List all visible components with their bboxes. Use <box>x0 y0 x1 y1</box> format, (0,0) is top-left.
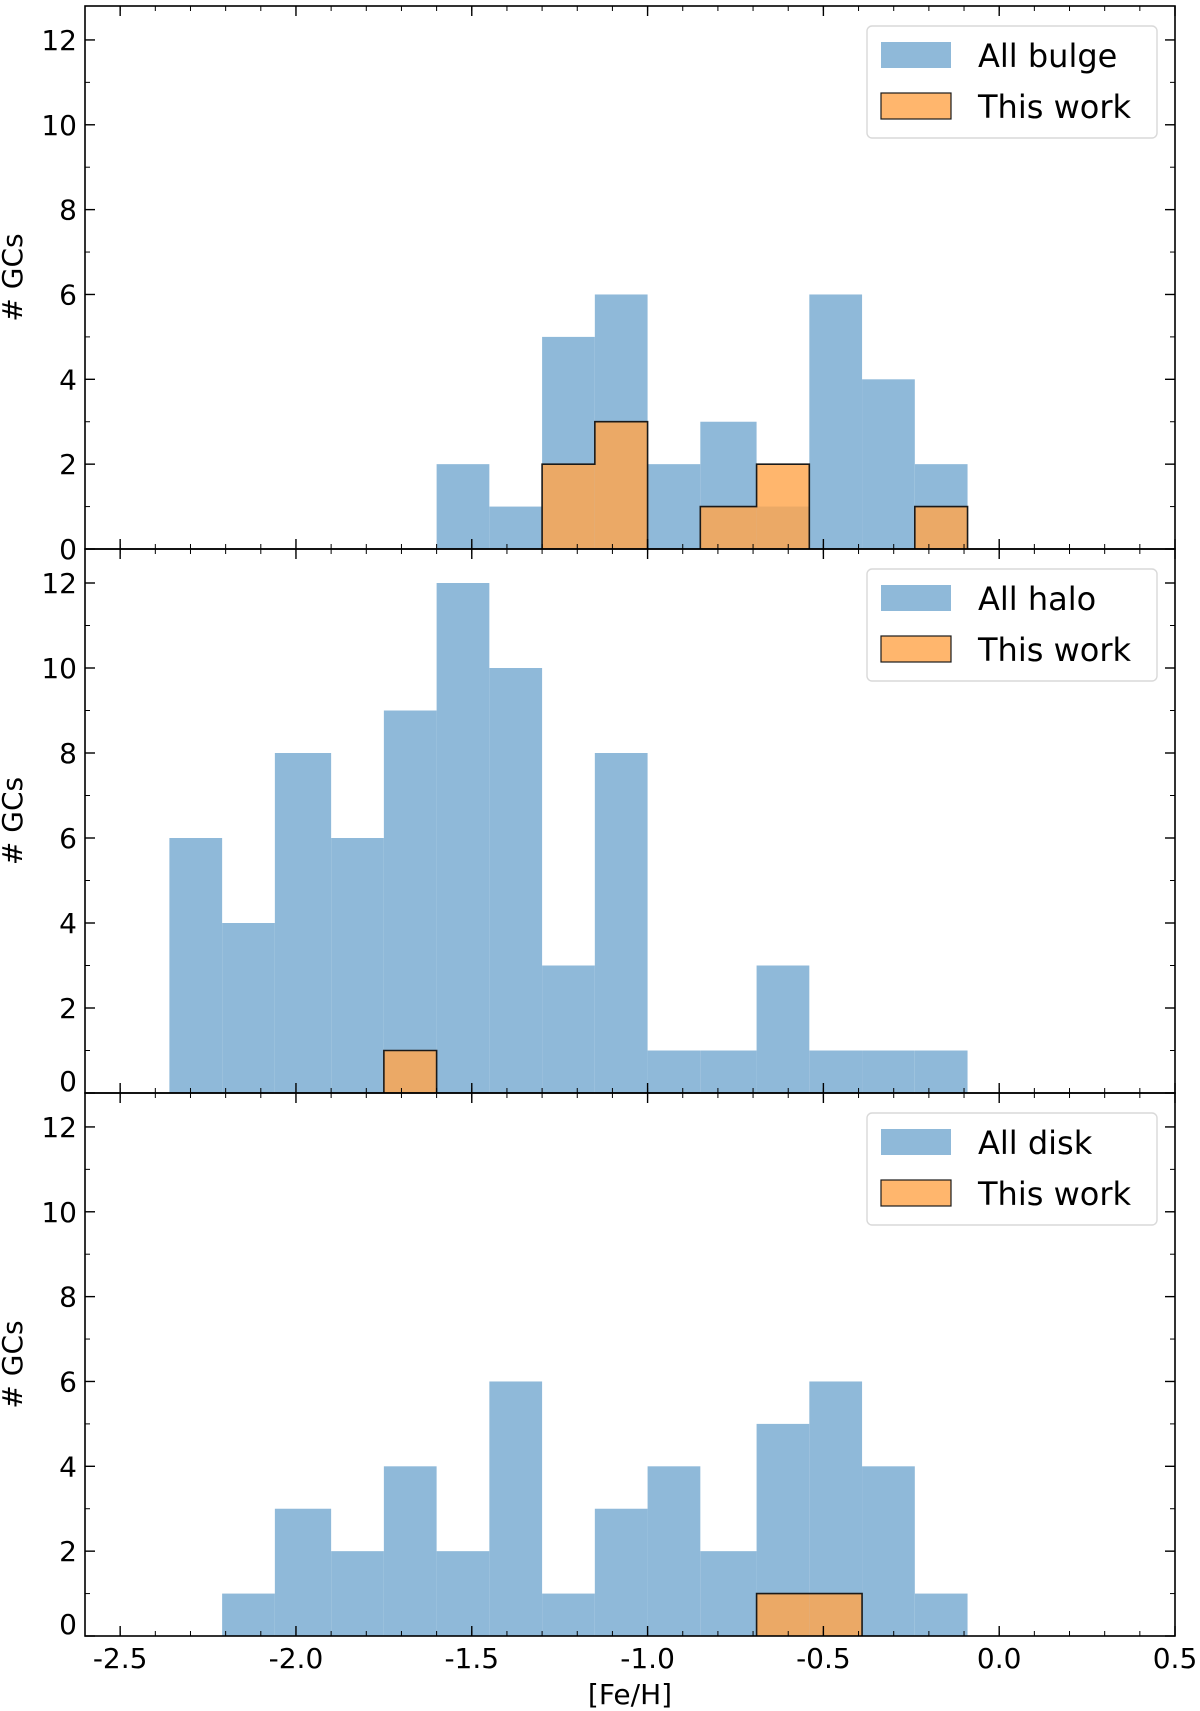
bar-disk-all <box>700 1551 757 1636</box>
legend-swatch-all <box>881 1129 951 1155</box>
y-tick-label: 12 <box>41 1111 77 1144</box>
bar-bulge-this-work <box>914 506 968 549</box>
y-tick-label: 4 <box>59 907 77 940</box>
y-tick-label: 0 <box>59 1608 77 1641</box>
bar-disk-all <box>542 1593 595 1636</box>
this-work-outline-bulge <box>914 505 969 549</box>
bar-halo-all <box>862 1050 915 1093</box>
bar-disk-all <box>647 1466 701 1636</box>
y-axis-title: # GCs <box>0 233 29 321</box>
legend-label-all: All halo <box>978 580 1096 618</box>
legend-swatch-this-work <box>880 1179 952 1207</box>
bar-bulge-all <box>489 506 543 549</box>
x-tick-label: -0.5 <box>796 1642 851 1675</box>
y-tick-label: 2 <box>59 448 77 481</box>
bar-disk-all <box>274 1508 332 1636</box>
bar-disk-all <box>436 1551 490 1636</box>
bar-halo-all <box>436 583 490 1093</box>
bar-halo-all <box>489 668 543 1093</box>
x-tick-label: -2.0 <box>269 1642 324 1675</box>
y-tick-label: 8 <box>59 737 77 770</box>
y-tick-label: 0 <box>59 533 77 566</box>
y-tick-label: 12 <box>41 567 77 600</box>
bar-halo-all <box>274 753 332 1093</box>
bar-disk-all <box>489 1381 543 1636</box>
y-axis-title: # GCs <box>0 777 29 865</box>
panel-disk: 0 2 4 6 8 10 12 # GCs All disk This work -2.5 -2.0 -… <box>0 1092 1198 1711</box>
bar-halo-all <box>222 923 275 1093</box>
this-work-outline-halo <box>383 1049 438 1093</box>
y-tick-label: 8 <box>59 1281 77 1314</box>
x-tick-label: -1.0 <box>620 1642 675 1675</box>
bar-halo-all <box>542 965 595 1093</box>
bar-halo-all <box>169 838 223 1093</box>
bar-disk-all <box>222 1593 275 1636</box>
legend-swatch-all <box>881 585 951 611</box>
bar-bulge-this-work <box>594 421 648 549</box>
panel-halo: 0 2 4 6 8 10 12 # GCs All halo This work <box>0 548 1176 1098</box>
bar-disk-all <box>383 1466 437 1636</box>
legend-swatch-this-work <box>880 92 952 120</box>
bar-halo-all <box>331 838 384 1093</box>
bar-bulge-all <box>862 379 915 549</box>
y-tick-label: 6 <box>59 278 77 311</box>
x-tick-label: 0.0 <box>977 1642 1022 1675</box>
y-tick-label: 8 <box>59 194 77 227</box>
bar-disk-all <box>594 1508 648 1636</box>
this-work-outline-bulge <box>699 463 811 549</box>
legend-halo: All halo This work <box>866 568 1158 682</box>
bar-halo-all <box>809 1050 863 1093</box>
y-tick-label: 10 <box>41 652 77 685</box>
bar-bulge-all <box>647 464 701 549</box>
this-work-outline-bulge <box>541 420 649 549</box>
bar-disk-all <box>862 1466 915 1636</box>
y-tick-label: 4 <box>59 363 77 396</box>
bar-halo-all <box>914 1050 968 1093</box>
x-tick-label: -1.5 <box>444 1642 499 1675</box>
y-tick-label: 10 <box>41 109 77 142</box>
bar-bulge-this-work <box>700 506 757 549</box>
bar-halo-all <box>647 1050 701 1093</box>
bar-halo-all <box>594 753 648 1093</box>
y-tick-label: 6 <box>59 1365 77 1398</box>
bar-bulge-all <box>809 294 863 549</box>
y-tick-label: 4 <box>59 1450 77 1483</box>
bar-bulge-all <box>436 464 490 549</box>
x-tick-label: -2.5 <box>93 1642 148 1675</box>
legend-disk: All disk This work <box>866 1112 1158 1226</box>
legend-label-all: All disk <box>978 1124 1093 1162</box>
bar-halo-all <box>383 710 437 1093</box>
bar-bulge-this-work <box>756 464 810 549</box>
bar-halo-all <box>756 965 810 1093</box>
bar-disk-this-work <box>809 1593 863 1636</box>
x-tick-label: 0.5 <box>1153 1642 1198 1675</box>
legend-label-this-work: This work <box>977 88 1131 126</box>
y-tick-label: 6 <box>59 822 77 855</box>
legend-label-this-work: This work <box>977 631 1131 669</box>
legend-swatch-all <box>881 42 951 68</box>
legend-label-this-work: This work <box>977 1175 1131 1213</box>
bar-halo-all <box>700 1050 757 1093</box>
bar-bulge-this-work <box>542 464 595 549</box>
y-tick-label: 10 <box>41 1196 77 1229</box>
y-tick-label: 2 <box>59 1535 77 1568</box>
bar-disk-all <box>914 1593 968 1636</box>
y-axis-title: # GCs <box>0 1320 29 1408</box>
y-tick-label: 0 <box>59 1065 77 1098</box>
legend-bulge: All bulge This work <box>866 25 1158 139</box>
bar-disk-this-work <box>756 1593 810 1636</box>
y-tick-label: 2 <box>59 992 77 1025</box>
bar-disk-all <box>331 1551 384 1636</box>
y-tick-label: 12 <box>41 24 77 57</box>
legend-label-all: All bulge <box>978 37 1117 75</box>
this-work-outline-disk <box>755 1592 863 1636</box>
bar-halo-this-work <box>383 1050 437 1093</box>
plot-frame-disk <box>84 1092 1176 1637</box>
panel-bulge: 0 2 4 6 8 10 12 # GCs All bulge This work <box>0 5 1176 566</box>
legend-swatch-this-work <box>880 635 952 663</box>
x-axis-title: [Fe/H] <box>588 1678 672 1711</box>
